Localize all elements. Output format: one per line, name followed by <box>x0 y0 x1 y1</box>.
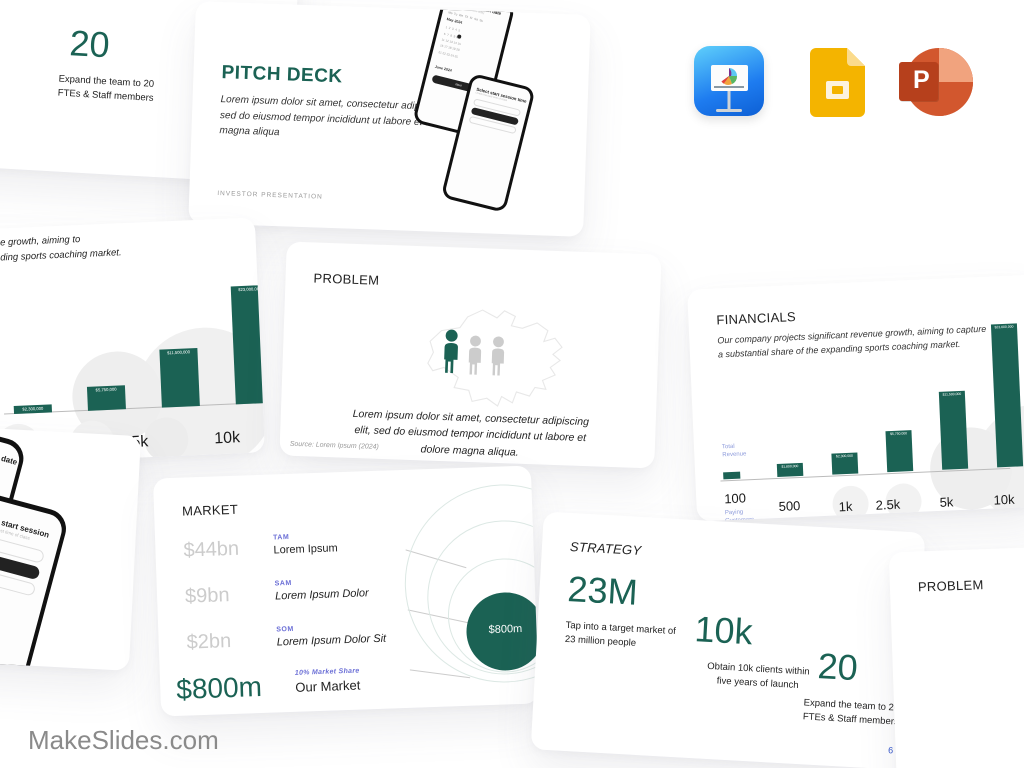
svg-text:P: P <box>913 66 930 94</box>
